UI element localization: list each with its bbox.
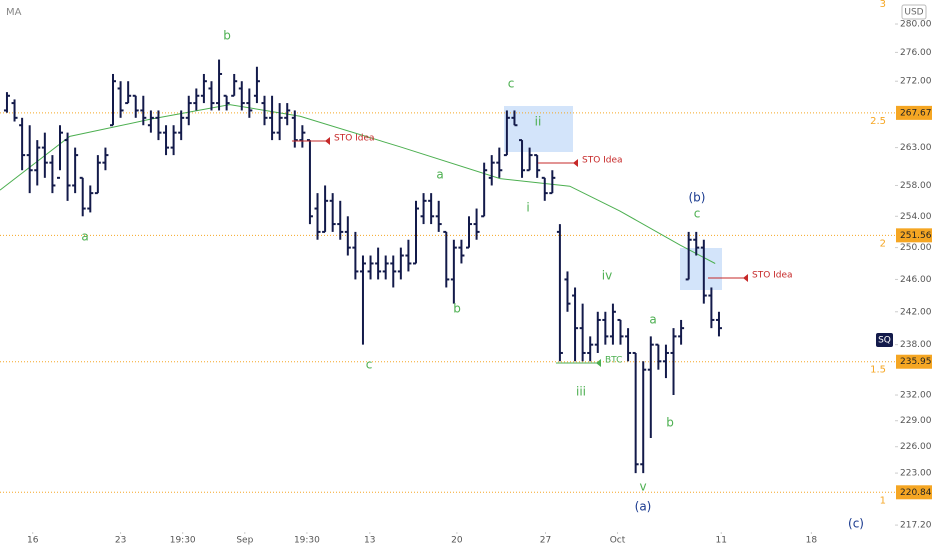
fib-level-label: 3 — [880, 0, 886, 10]
x-tick-label: 19:30 — [170, 536, 196, 546]
highlight-box — [680, 248, 722, 290]
y-tick-label: 217.20 — [900, 521, 932, 531]
indicator-label: MA — [6, 7, 22, 18]
symbol-box — [876, 333, 893, 347]
price-box — [896, 228, 932, 243]
wave-label: a — [81, 230, 88, 244]
x-tick-label: Sep — [236, 536, 253, 546]
note-arrow — [573, 159, 578, 167]
wave-label: (b) — [689, 191, 706, 205]
x-tick-label: 18 — [806, 536, 818, 546]
x-tick-label: Oct — [610, 536, 626, 546]
y-tick-label: 254.00 — [900, 212, 932, 222]
wave-label: i — [526, 201, 529, 215]
wave-label: (a) — [635, 500, 652, 514]
fib-level-label: 2 — [880, 238, 886, 249]
x-tick-label: 27 — [540, 536, 551, 546]
y-tick-label: 238.00 — [900, 340, 932, 350]
x-tick-label: 23 — [115, 536, 126, 546]
symbol: SQ — [878, 336, 891, 346]
wave-label: b — [453, 302, 461, 316]
wave-label: b — [223, 29, 231, 43]
wave-label: iii — [576, 385, 586, 399]
price-label: 251.56 — [900, 231, 932, 241]
y-tick-label: 229.00 — [900, 416, 932, 426]
wave-label: a — [649, 313, 656, 327]
y-tick-label: 263.00 — [900, 143, 932, 153]
currency: USD — [904, 8, 923, 18]
x-tick-label: 19:30 — [294, 536, 320, 546]
trade-note: STO Idea — [752, 271, 793, 281]
wave-label: v — [639, 480, 646, 494]
wave-label: c — [508, 77, 515, 91]
wave-label: (c) — [848, 517, 864, 531]
y-tick-label: 250.00 — [900, 243, 932, 253]
wave-label: c — [694, 207, 701, 221]
note-arrow — [743, 274, 748, 282]
currency-box — [901, 4, 927, 20]
trade-note: STO Idea — [334, 134, 375, 144]
y-tick-label: 226.00 — [900, 442, 932, 452]
y-tick-label: 276.00 — [900, 48, 932, 58]
price-box — [896, 105, 932, 120]
price-label: 220.84 — [900, 488, 932, 498]
x-tick-label: 20 — [451, 536, 463, 546]
y-tick-label: 280.00 — [900, 20, 932, 30]
y-tick-label: 258.00 — [900, 181, 932, 191]
wave-label: a — [436, 168, 443, 182]
wave-label: b — [666, 416, 674, 430]
price-label: 267.67 — [900, 108, 932, 118]
price-box — [896, 485, 932, 500]
trade-note: STO Idea — [582, 156, 623, 166]
note-arrow — [596, 359, 601, 367]
x-tick-label: 16 — [27, 536, 39, 546]
y-tick-label: 272.00 — [900, 77, 932, 87]
price-box — [896, 354, 932, 369]
x-tick-label: 11 — [716, 536, 727, 546]
wave-label: c — [366, 358, 373, 372]
wave-label: iv — [602, 269, 612, 283]
price-label: 235.95 — [900, 357, 932, 367]
y-tick-label: 242.00 — [900, 307, 932, 317]
y-tick-label: 232.00 — [900, 391, 932, 401]
highlight-box — [504, 106, 573, 152]
note-arrow — [325, 137, 330, 145]
trade-note: BTC — [605, 356, 622, 366]
y-tick-label: 223.00 — [900, 469, 932, 479]
fib-level-label: 1.5 — [870, 365, 886, 376]
x-tick-label: 13 — [364, 536, 375, 546]
fib-level-label: 2.5 — [870, 116, 886, 127]
ma-line — [0, 104, 716, 264]
wave-label: ii — [535, 115, 542, 129]
y-tick-label: 246.00 — [900, 275, 932, 285]
fib-level-label: 1 — [880, 495, 886, 506]
